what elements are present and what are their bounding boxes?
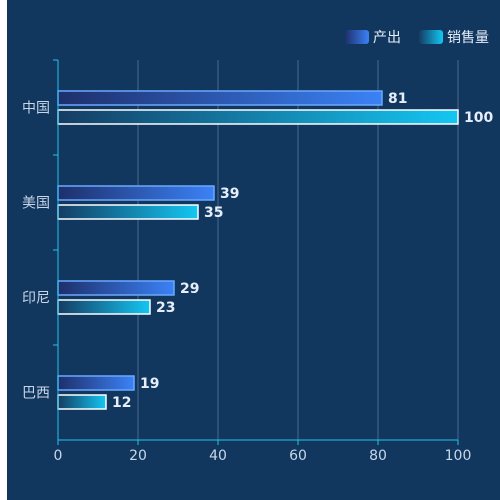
- x-tick-label: 60: [289, 448, 307, 464]
- bar-output[interactable]: [57, 375, 135, 391]
- bar-value-label: 35: [204, 205, 223, 221]
- x-tick-label: 20: [129, 448, 147, 464]
- bar-value-label: 23: [156, 300, 175, 316]
- x-tick-label: 100: [445, 448, 472, 464]
- y-tick-label: 美国: [22, 196, 50, 212]
- y-tick-label: 巴西: [22, 386, 50, 402]
- chart-background: [7, 0, 500, 500]
- legend-label: 销售量: [447, 30, 489, 46]
- y-tick-label: 中国: [22, 101, 50, 117]
- x-tick-label: 40: [209, 448, 227, 464]
- bar-value-label: 19: [140, 376, 159, 392]
- bar-output[interactable]: [57, 280, 175, 296]
- bar-value-label: 81: [388, 91, 407, 107]
- legend-swatch: [345, 30, 369, 44]
- bar-value-label: 39: [220, 186, 239, 202]
- legend-item[interactable]: 销售量: [419, 30, 489, 46]
- bar-output[interactable]: [57, 90, 383, 106]
- bar-value-label: 12: [112, 395, 131, 411]
- legend[interactable]: 产出 销售量: [345, 30, 489, 46]
- x-tick-label: 0: [54, 448, 63, 464]
- x-tick-label: 80: [369, 448, 387, 464]
- bar-sales[interactable]: [57, 299, 151, 315]
- bar-output[interactable]: [57, 185, 215, 201]
- bar-value-label: 100: [464, 110, 493, 126]
- bar-sales[interactable]: [57, 204, 199, 220]
- bars-group: 81 100 39 35 29 23 19 12: [57, 90, 493, 411]
- bar-sales[interactable]: [57, 394, 107, 410]
- bar-value-label: 29: [180, 281, 199, 297]
- bar-sales[interactable]: [57, 109, 459, 125]
- legend-swatch: [419, 30, 443, 44]
- y-tick-label: 印尼: [22, 291, 50, 307]
- legend-item[interactable]: 产出: [345, 30, 401, 46]
- legend-label: 产出: [373, 30, 401, 46]
